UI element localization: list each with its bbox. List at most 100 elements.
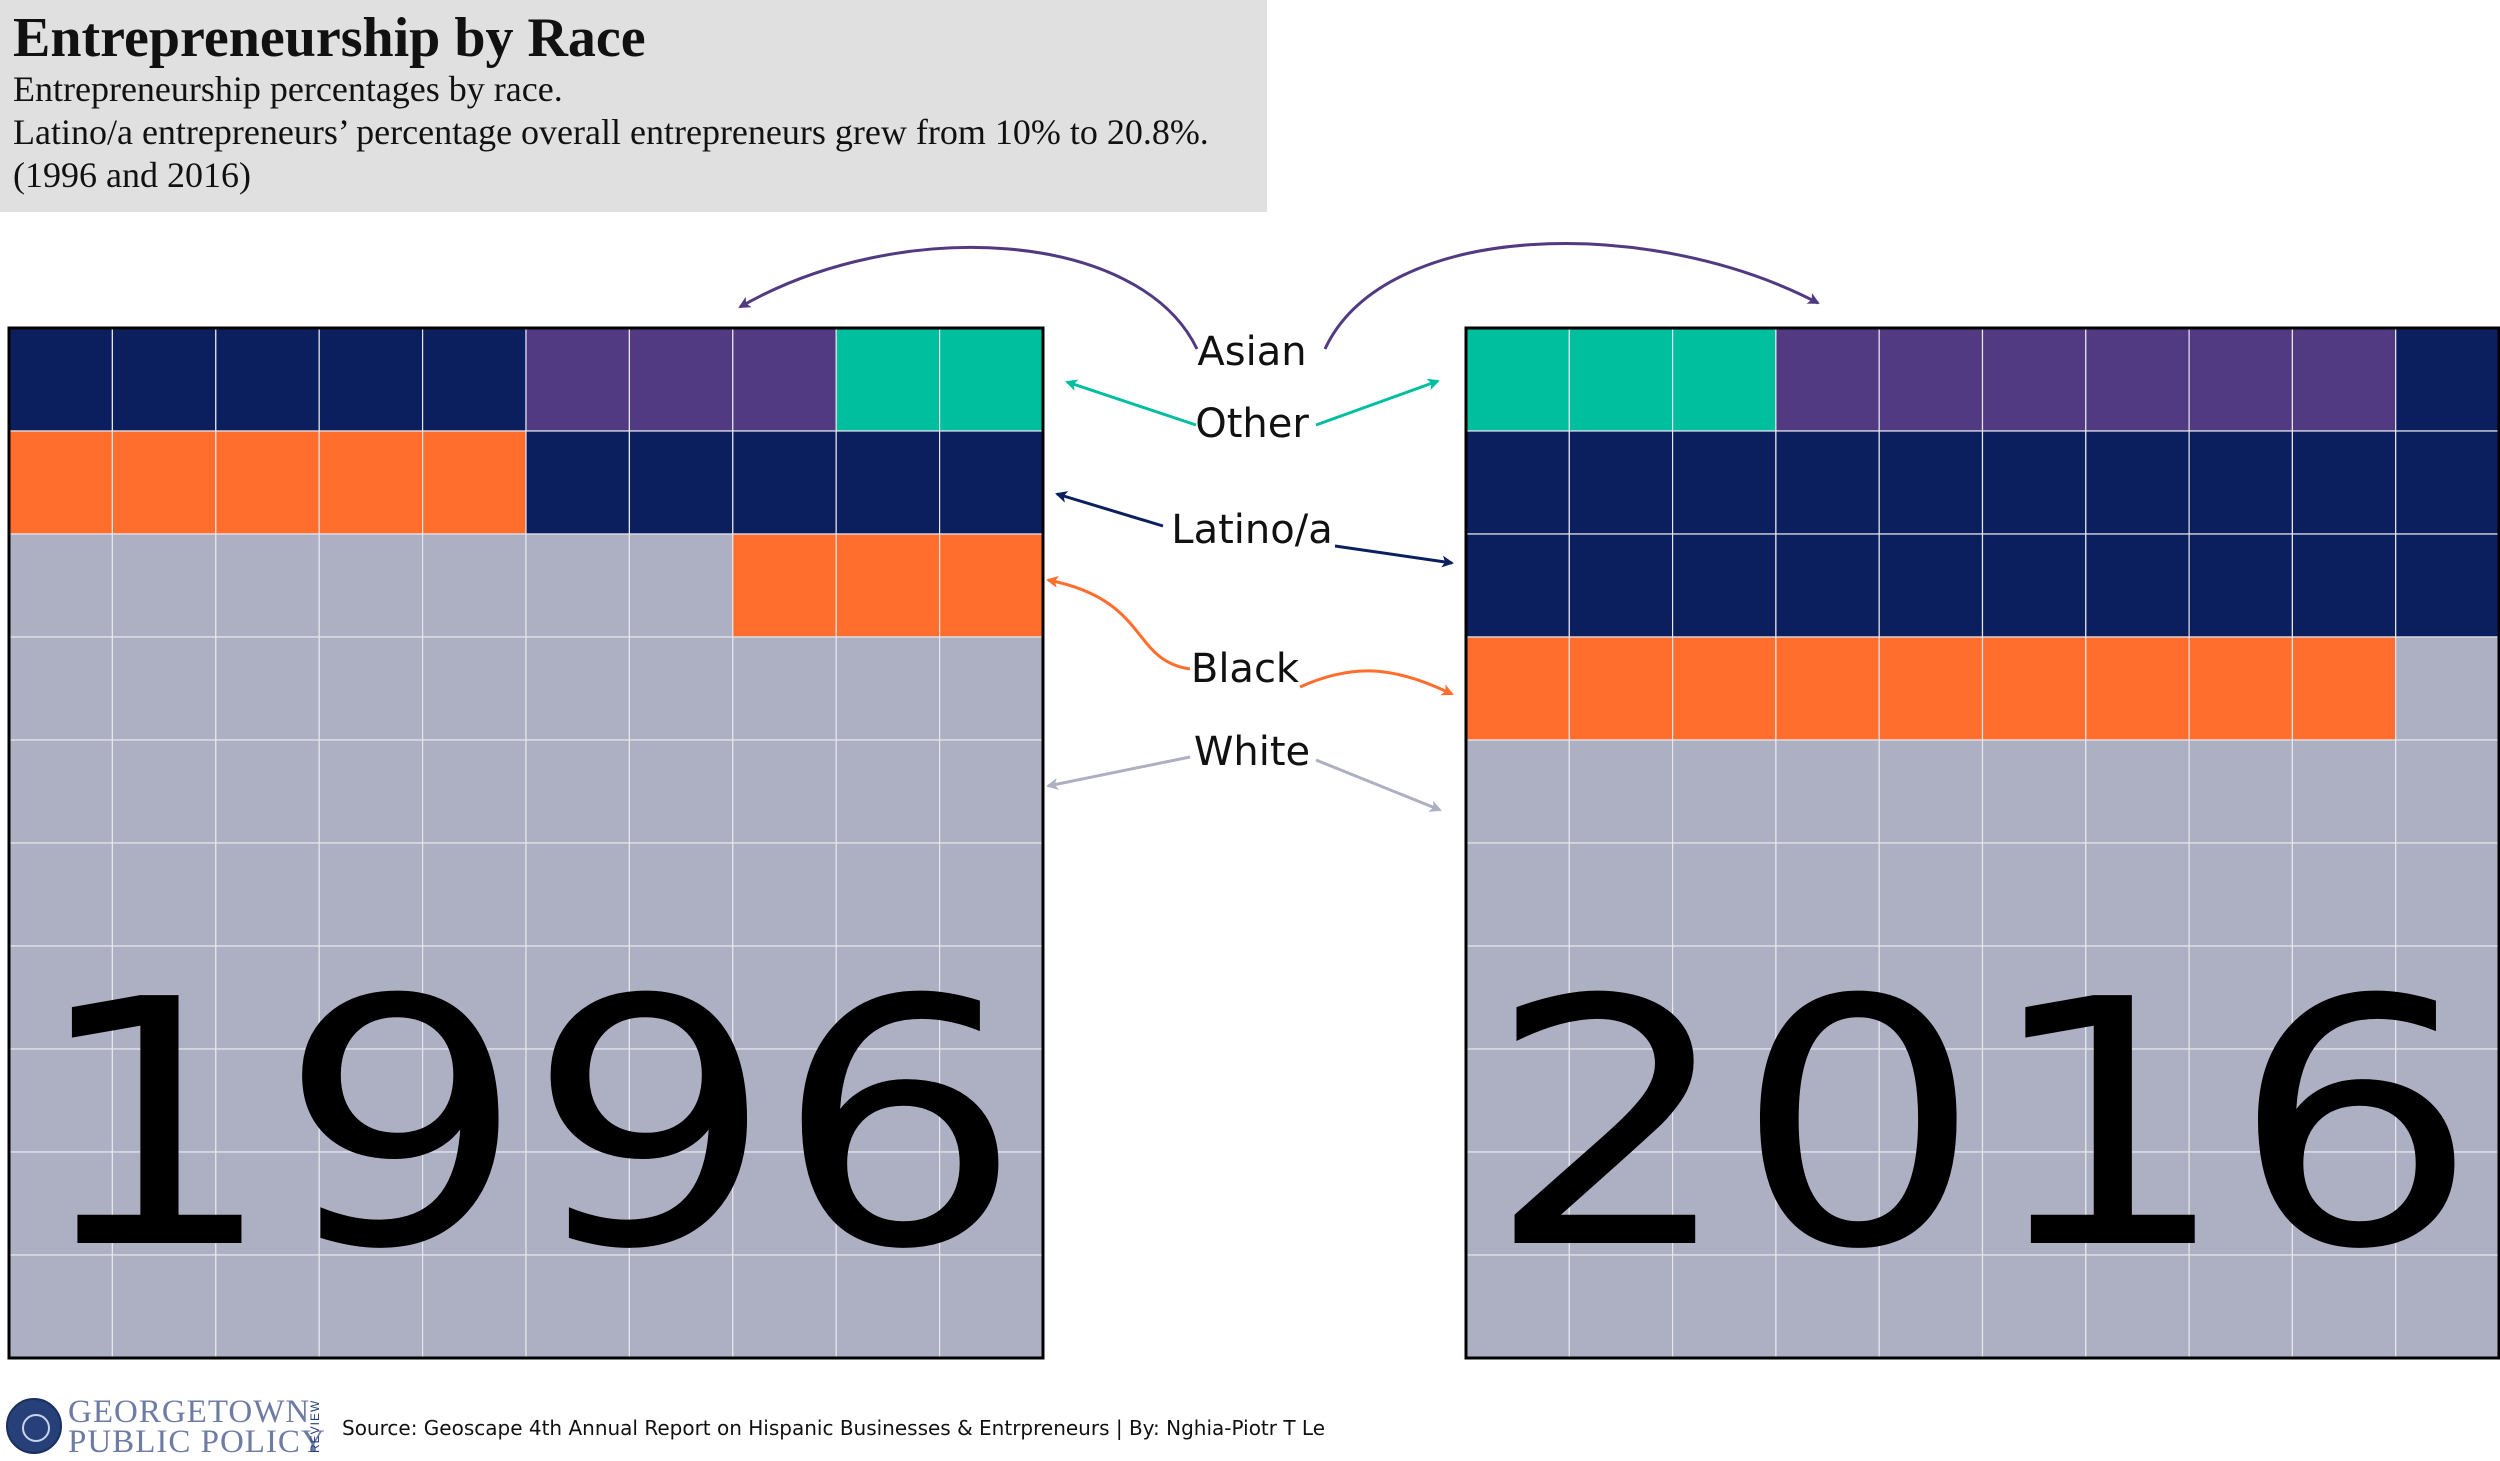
- waffle-cell-1996-white: [938, 842, 1044, 947]
- legend-arrows: [738, 241, 1820, 812]
- waffle-cell-1996-white: [525, 739, 631, 844]
- waffle-cell-2016-white: [2291, 945, 2397, 1050]
- waffle-cell-2016-white: [1878, 739, 1984, 844]
- waffle-cell-2016-white: [1981, 842, 2087, 947]
- waffle-cell-1996-white: [835, 1151, 941, 1256]
- waffle-cell-1996-white: [628, 842, 734, 947]
- waffle-cell-2016-white: [2188, 1151, 2294, 1256]
- waffle-cell-2016-latino-a: [1878, 430, 1984, 535]
- waffle-cell-1996-other: [938, 327, 1044, 432]
- legend-label-white: White: [1194, 729, 1310, 775]
- waffle-cell-2016-latino-a: [2291, 533, 2397, 638]
- waffle-cell-1996-black: [8, 430, 114, 535]
- arrow-asian-2016: [1323, 241, 1820, 350]
- legend-label-latino: Latino/a: [1171, 507, 1332, 553]
- waffle-cell-2016-asian: [1775, 327, 1880, 432]
- waffle-cell-2016-asian: [1878, 327, 1984, 432]
- header-panel: Entrepreneurship by Race Entrepreneurshi…: [0, 0, 1267, 212]
- waffle-cell-2016-other: [1465, 327, 1570, 432]
- waffle-cell-2016-latino-a: [1568, 533, 1674, 638]
- waffle-cell-1996-white: [628, 533, 734, 638]
- waffle-cell-1996-black: [422, 430, 527, 535]
- waffle-cell-1996-white: [732, 1048, 837, 1153]
- waffle-cell-1996-white: [111, 739, 217, 844]
- waffle-cell-2016-white: [1568, 1151, 1674, 1256]
- waffle-cell-1996-white: [628, 1151, 734, 1256]
- waffle-panel-border: [1464, 326, 2500, 1360]
- waffle-cell-1996-white: [215, 1048, 320, 1153]
- waffle-cell-1996-white: [215, 1151, 320, 1256]
- panel-year-label: 1996: [29, 928, 1023, 1324]
- waffle-cell-1996-white: [422, 945, 527, 1050]
- waffle-cell-2016-white: [1671, 739, 1777, 844]
- waffle-cell-1996-asian: [525, 327, 631, 432]
- waffle-cell-2016-white: [2291, 739, 2397, 844]
- legend-label-black: Black: [1191, 646, 1300, 692]
- waffle-cell-2016-latino-a: [1671, 430, 1777, 535]
- waffle-cell-2016-white: [1465, 842, 1570, 947]
- waffle-cell-1996-latino-a: [318, 327, 424, 432]
- waffle-panel-border: [7, 326, 1045, 1360]
- waffle-cell-2016-other: [1671, 327, 1777, 432]
- waffle-cell-1996-white: [628, 945, 734, 1050]
- waffle-cell-2016-white: [2085, 842, 2190, 947]
- source-note: Source: Geoscape 4th Annual Report on Hi…: [342, 1416, 1326, 1440]
- waffle-cell-1996-latino-a: [8, 327, 114, 432]
- waffle-cell-2016-black: [1465, 636, 1570, 741]
- waffle-cell-1996-black: [732, 533, 837, 638]
- publisher-logo: GEORGETOWN PUBLIC POLICY REVIEW: [6, 1394, 336, 1460]
- waffle-cell-1996-white: [215, 533, 320, 638]
- waffle-cell-1996-white: [835, 945, 941, 1050]
- waffle-cell-1996-white: [8, 945, 114, 1050]
- waffle-cell-1996-white: [422, 739, 527, 844]
- waffle-panel-2016: 2016: [1464, 326, 2500, 1360]
- waffle-cell-1996-white: [628, 1254, 734, 1359]
- waffle-cell-2016-white: [1671, 945, 1777, 1050]
- waffle-cell-1996-white: [938, 636, 1044, 741]
- arrow-black-1996: [1046, 576, 1191, 671]
- waffle-cell-2016-white: [2395, 1254, 2500, 1359]
- waffle-cell-2016-white: [1465, 1048, 1570, 1153]
- waffle-cell-2016-latino-a: [2395, 533, 2500, 638]
- waffle-cell-1996-white: [628, 1048, 734, 1153]
- waffle-cell-1996-latino-a: [628, 430, 734, 535]
- waffle-cell-2016-white: [1775, 945, 1880, 1050]
- waffle-cell-1996-black: [938, 533, 1044, 638]
- waffle-cell-1996-white: [628, 739, 734, 844]
- waffle-cell-2016-latino-a: [2188, 533, 2294, 638]
- waffle-cell-1996-white: [8, 1254, 114, 1359]
- waffle-cell-2016-white: [1878, 1048, 1984, 1153]
- waffle-cell-1996-latino-a: [938, 430, 1044, 535]
- waffle-cell-2016-white: [2188, 739, 2294, 844]
- waffle-cell-2016-white: [1465, 1254, 1570, 1359]
- waffle-cell-1996-other: [835, 327, 941, 432]
- waffle-cell-2016-latino-a: [1465, 533, 1570, 638]
- waffle-cell-2016-white: [1671, 1048, 1777, 1153]
- waffle-cell-1996-white: [938, 1048, 1044, 1153]
- waffle-cell-2016-white: [1775, 1254, 1880, 1359]
- logo-line-1: GEORGETOWN: [68, 1394, 311, 1430]
- waffle-cell-2016-asian: [2188, 327, 2294, 432]
- waffle-cell-1996-white: [732, 945, 837, 1050]
- waffle-cell-2016-white: [1568, 842, 1674, 947]
- waffle-cell-2016-latino-a: [2085, 533, 2190, 638]
- waffle-cell-2016-white: [2085, 1254, 2190, 1359]
- waffle-cell-2016-black: [1981, 636, 2087, 741]
- waffle-cell-1996-white: [732, 1151, 837, 1256]
- arrow-other-2016: [1315, 378, 1440, 427]
- waffle-cell-2016-white: [1568, 1048, 1674, 1153]
- waffle-cell-1996-white: [8, 739, 114, 844]
- waffle-cell-1996-white: [318, 636, 424, 741]
- waffle-cell-1996-white: [938, 945, 1044, 1050]
- waffle-cell-1996-asian: [732, 327, 837, 432]
- waffle-cell-2016-white: [2188, 1254, 2294, 1359]
- waffle-cell-2016-black: [1671, 636, 1777, 741]
- waffle-cell-1996-white: [215, 945, 320, 1050]
- waffle-cell-2016-white: [1465, 1151, 1570, 1256]
- waffle-cell-1996-white: [215, 636, 320, 741]
- waffle-cell-2016-white: [1981, 945, 2087, 1050]
- waffle-cell-2016-white: [2395, 1048, 2500, 1153]
- waffle-cell-1996-latino-a: [525, 430, 631, 535]
- waffle-cell-1996-white: [111, 1254, 217, 1359]
- arrow-black-2016: [1299, 669, 1454, 696]
